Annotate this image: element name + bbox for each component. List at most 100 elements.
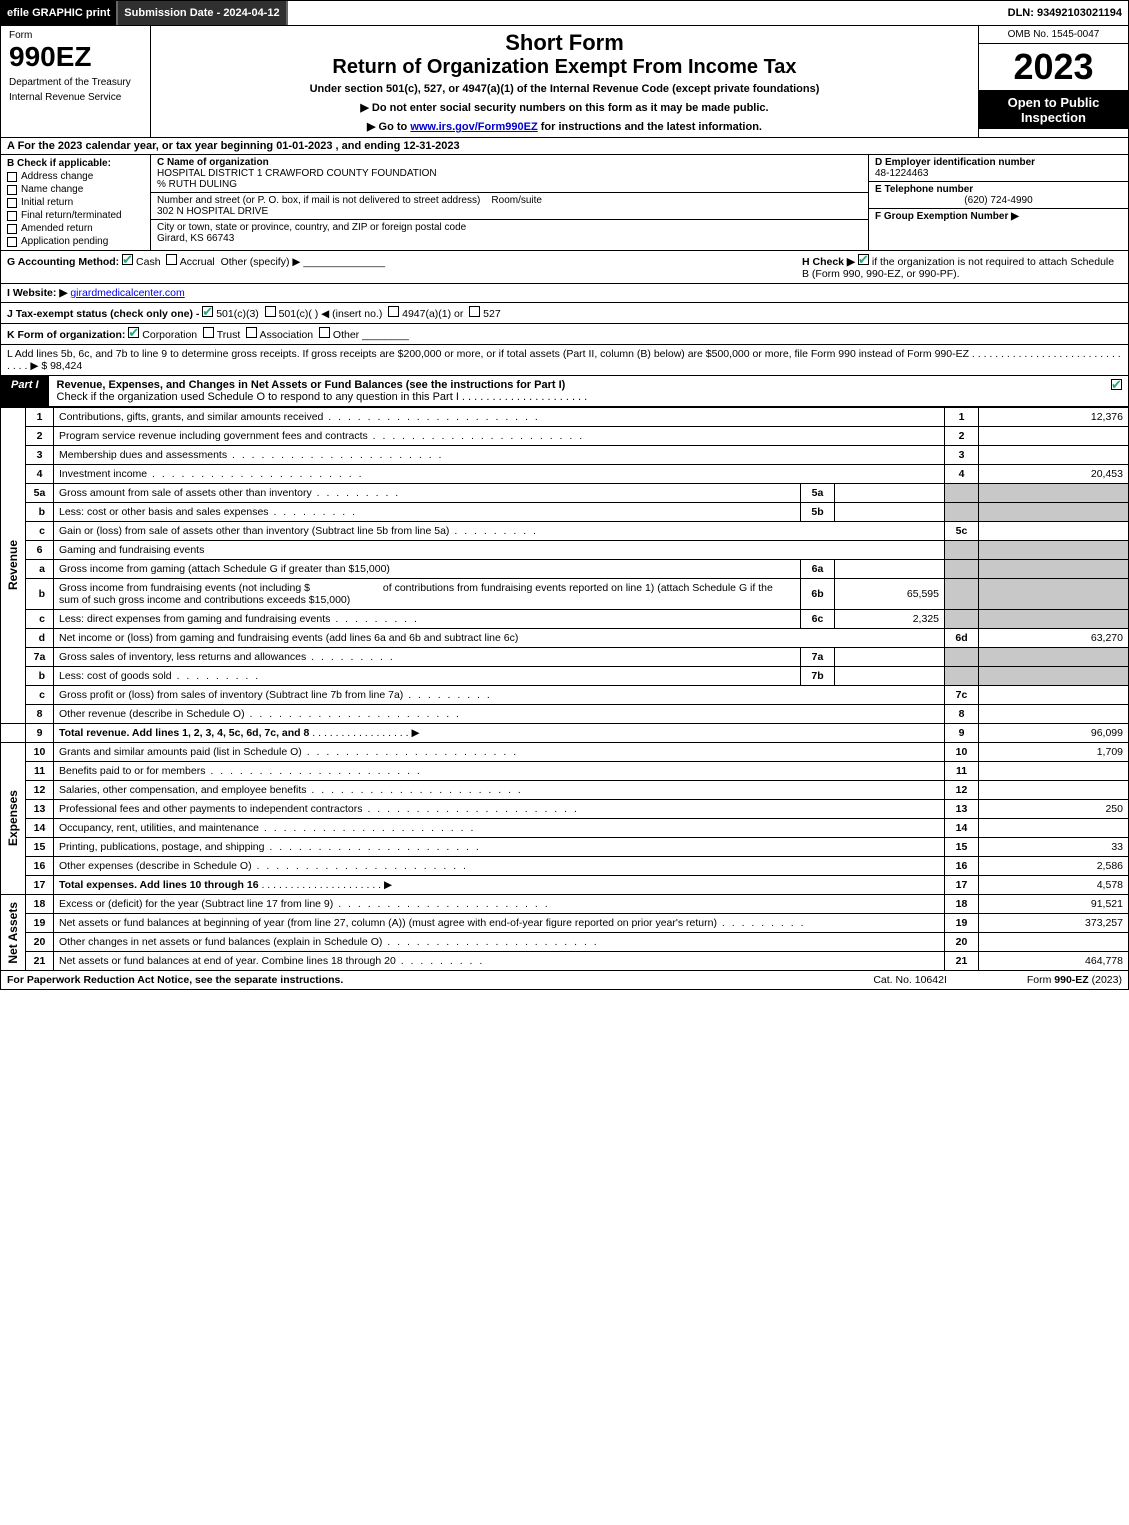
d-6a: Gross income from gaming (attach Schedul… bbox=[54, 560, 801, 579]
tax-year: 2023 bbox=[979, 44, 1128, 91]
part1-table: Revenue 1 Contributions, gifts, grants, … bbox=[0, 407, 1129, 971]
chk-501c[interactable] bbox=[265, 306, 276, 317]
b-opt-2: Initial return bbox=[21, 197, 73, 208]
b-opt-1: Name change bbox=[21, 184, 83, 195]
section-h: H Check ▶ if the organization is not req… bbox=[802, 254, 1122, 280]
g-other: Other (specify) ▶ bbox=[221, 256, 301, 268]
phone: (620) 724-4990 bbox=[875, 195, 1122, 206]
v-17: 4,578 bbox=[979, 876, 1129, 895]
rot-rev-end bbox=[1, 724, 26, 743]
k-opt1: Trust bbox=[217, 329, 241, 341]
top-bar: efile GRAPHIC print Submission Date - 20… bbox=[0, 0, 1129, 26]
chk-assoc[interactable] bbox=[246, 327, 257, 338]
d-5b: Less: cost or other basis and sales expe… bbox=[54, 503, 801, 522]
footer-right-pre: Form bbox=[1027, 974, 1054, 986]
v-18: 91,521 bbox=[979, 895, 1129, 914]
chk-other-org[interactable] bbox=[319, 327, 330, 338]
j-opt1: 501(c)(3) bbox=[216, 308, 259, 320]
v-6a-grey bbox=[979, 560, 1129, 579]
chk-trust[interactable] bbox=[203, 327, 214, 338]
bn-4: 4 bbox=[945, 465, 979, 484]
ln-11: 11 bbox=[26, 762, 54, 781]
dln: DLN: 93492103021194 bbox=[1002, 1, 1128, 25]
v-7a-grey bbox=[979, 648, 1129, 667]
ln-6d: d bbox=[26, 629, 54, 648]
footer-left: For Paperwork Reduction Act Notice, see … bbox=[7, 974, 873, 986]
chk-name-change[interactable] bbox=[7, 185, 17, 195]
chk-final-return[interactable] bbox=[7, 211, 17, 221]
header-left: Form 990EZ Department of the Treasury In… bbox=[1, 26, 151, 137]
d-19: Net assets or fund balances at beginning… bbox=[54, 914, 945, 933]
ln-14: 14 bbox=[26, 819, 54, 838]
chk-accrual[interactable] bbox=[166, 254, 177, 265]
l-amount: 98,424 bbox=[50, 360, 82, 372]
ln-12: 12 bbox=[26, 781, 54, 800]
ln-16: 16 bbox=[26, 857, 54, 876]
chk-part1-schedo[interactable] bbox=[1111, 379, 1122, 390]
org-name: HOSPITAL DISTRICT 1 CRAWFORD COUNTY FOUN… bbox=[157, 168, 437, 179]
bn-13: 13 bbox=[945, 800, 979, 819]
bn-6b-grey bbox=[945, 579, 979, 610]
bn-17: 17 bbox=[945, 876, 979, 895]
chk-amended-return[interactable] bbox=[7, 224, 17, 234]
chk-corp[interactable] bbox=[128, 327, 139, 338]
b-header: B Check if applicable: bbox=[7, 158, 144, 169]
instruct-2: ▶ Go to www.irs.gov/Form990EZ for instru… bbox=[367, 120, 762, 133]
bn-20: 20 bbox=[945, 933, 979, 952]
v-14 bbox=[979, 819, 1129, 838]
part1-tag: Part I bbox=[1, 376, 49, 406]
header-center: Short Form Return of Organization Exempt… bbox=[151, 26, 978, 137]
d-7a: Gross sales of inventory, less returns a… bbox=[54, 648, 801, 667]
part1-title-text: Revenue, Expenses, and Changes in Net As… bbox=[57, 379, 566, 391]
chk-initial-return[interactable] bbox=[7, 198, 17, 208]
v-13: 250 bbox=[979, 800, 1129, 819]
part1-header: Part I Revenue, Expenses, and Changes in… bbox=[0, 376, 1129, 407]
d-5a: Gross amount from sale of assets other t… bbox=[54, 484, 801, 503]
form-header: Form 990EZ Department of the Treasury In… bbox=[0, 26, 1129, 138]
j-opt3: 4947(a)(1) or bbox=[402, 308, 463, 320]
chk-4947[interactable] bbox=[388, 306, 399, 317]
bn-6d: 6d bbox=[945, 629, 979, 648]
d-8: Other revenue (describe in Schedule O) bbox=[54, 705, 945, 724]
chk-application-pending[interactable] bbox=[7, 237, 17, 247]
v-7b-grey bbox=[979, 667, 1129, 686]
bn-14: 14 bbox=[945, 819, 979, 838]
omb-number: OMB No. 1545-0047 bbox=[979, 26, 1128, 44]
chk-h[interactable] bbox=[858, 254, 869, 265]
bn-7a-grey bbox=[945, 648, 979, 667]
chk-address-change[interactable] bbox=[7, 172, 17, 182]
mn-7b: 7b bbox=[801, 667, 835, 686]
chk-501c3[interactable] bbox=[202, 306, 213, 317]
b-opt-4: Amended return bbox=[21, 223, 93, 234]
v-5c bbox=[979, 522, 1129, 541]
dept-irs: Internal Revenue Service bbox=[9, 92, 142, 103]
section-k: K Form of organization: Corporation Trus… bbox=[0, 324, 1129, 345]
inspect-2: Inspection bbox=[981, 110, 1126, 125]
section-i: I Website: ▶ girardmedicalcenter.com bbox=[0, 284, 1129, 303]
g-cash: Cash bbox=[136, 256, 161, 268]
l-text: L Add lines 5b, 6c, and 7b to line 9 to … bbox=[7, 348, 1121, 372]
d-17: Total expenses. Add lines 10 through 16 … bbox=[54, 876, 945, 895]
efile-print-button[interactable]: efile GRAPHIC print bbox=[1, 1, 116, 25]
d-20: Other changes in net assets or fund bala… bbox=[54, 933, 945, 952]
ln-15: 15 bbox=[26, 838, 54, 857]
d-9: Total revenue. Add lines 1, 2, 3, 4, 5c,… bbox=[54, 724, 945, 743]
ln-1: 1 bbox=[26, 408, 54, 427]
v-15: 33 bbox=[979, 838, 1129, 857]
d-15: Printing, publications, postage, and shi… bbox=[54, 838, 945, 857]
mv-6b: 65,595 bbox=[835, 579, 945, 610]
v-1: 12,376 bbox=[979, 408, 1129, 427]
bn-5b-grey bbox=[945, 503, 979, 522]
v-6d: 63,270 bbox=[979, 629, 1129, 648]
chk-cash[interactable] bbox=[122, 254, 133, 265]
website-link[interactable]: girardmedicalcenter.com bbox=[70, 287, 184, 299]
irs-link[interactable]: www.irs.gov/Form990EZ bbox=[410, 121, 537, 133]
mn-6b: 6b bbox=[801, 579, 835, 610]
d-14: Occupancy, rent, utilities, and maintena… bbox=[54, 819, 945, 838]
mn-6c: 6c bbox=[801, 610, 835, 629]
bn-9: 9 bbox=[945, 724, 979, 743]
b-opt-0: Address change bbox=[21, 171, 93, 182]
e-label: E Telephone number bbox=[875, 184, 973, 195]
chk-527[interactable] bbox=[469, 306, 480, 317]
footer-right-form: 990-EZ bbox=[1054, 974, 1088, 986]
